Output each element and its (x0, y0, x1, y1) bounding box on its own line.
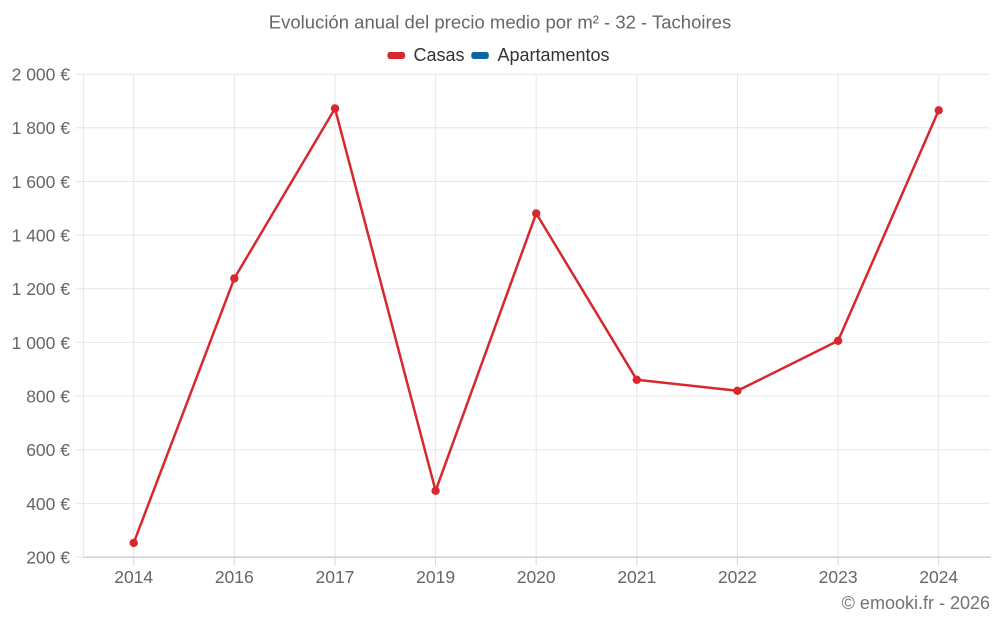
svg-text:2014: 2014 (114, 567, 153, 587)
svg-text:2022: 2022 (718, 567, 757, 587)
svg-text:Apartamentos: Apartamentos (498, 45, 610, 65)
svg-text:1 800 €: 1 800 € (12, 118, 71, 138)
svg-text:2016: 2016 (215, 567, 254, 587)
svg-text:1 000 €: 1 000 € (12, 333, 71, 353)
svg-text:2 000 €: 2 000 € (12, 65, 71, 85)
svg-text:2024: 2024 (919, 567, 958, 587)
svg-text:600 €: 600 € (26, 440, 70, 460)
svg-text:1 600 €: 1 600 € (12, 172, 71, 192)
svg-text:© emooki.fr - 2026: © emooki.fr - 2026 (842, 593, 990, 613)
svg-text:1 200 €: 1 200 € (12, 279, 71, 299)
svg-text:1 400 €: 1 400 € (12, 226, 71, 246)
svg-text:2017: 2017 (316, 567, 355, 587)
svg-text:400 €: 400 € (26, 494, 70, 514)
svg-text:2019: 2019 (416, 567, 455, 587)
svg-text:Casas: Casas (414, 45, 465, 65)
svg-text:2020: 2020 (517, 567, 556, 587)
svg-text:Evolución anual del precio med: Evolución anual del precio medio por m² … (269, 12, 731, 33)
svg-text:800 €: 800 € (26, 387, 70, 407)
svg-text:2023: 2023 (819, 567, 858, 587)
svg-text:2021: 2021 (617, 567, 656, 587)
svg-text:200 €: 200 € (26, 547, 70, 567)
